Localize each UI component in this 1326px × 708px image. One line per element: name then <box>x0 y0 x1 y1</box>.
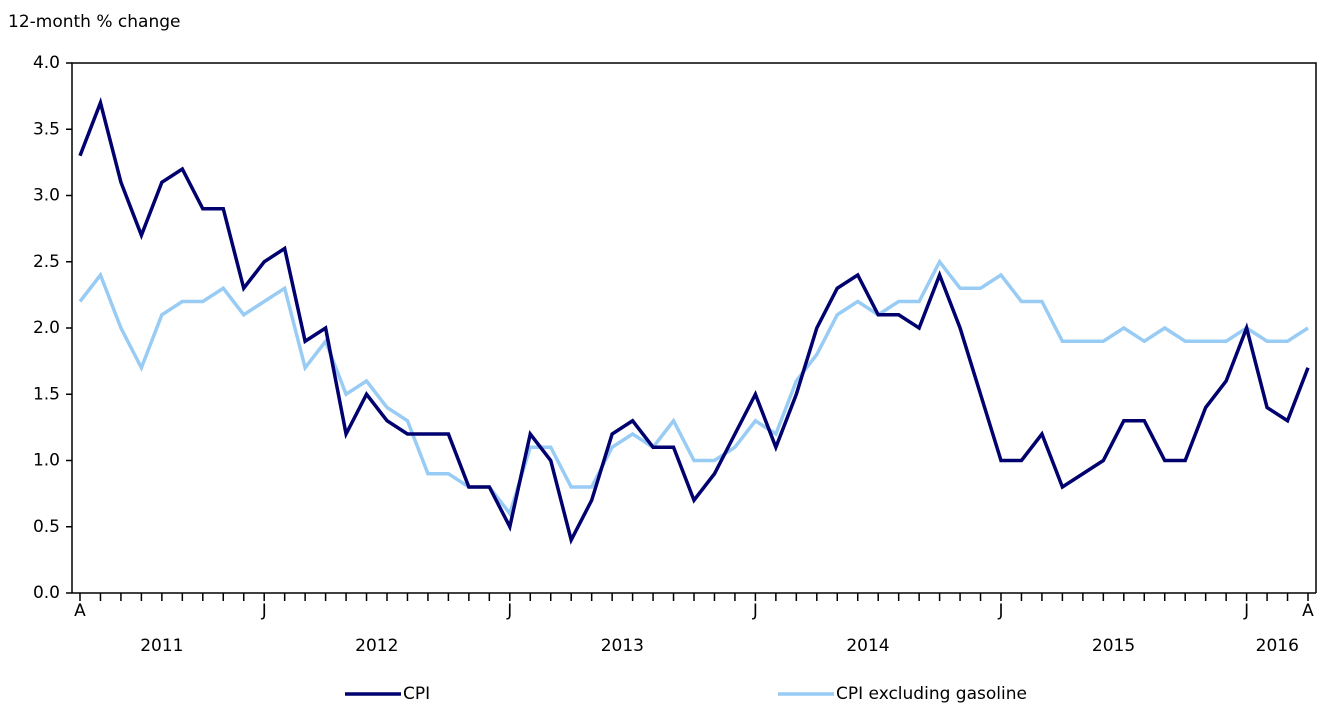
y-tick-label: 3.5 <box>33 119 60 139</box>
year-label: 2016 <box>1256 636 1299 656</box>
year-label: 2013 <box>601 636 644 656</box>
x-tick-label: A <box>1302 601 1314 621</box>
y-tick-label: 4.0 <box>33 53 60 73</box>
y-tick-label: 2.0 <box>33 318 60 338</box>
y-tick-label: 3.0 <box>33 186 60 206</box>
legend-label: CPI excluding gasoline <box>836 684 1027 704</box>
y-tick-label: 0.0 <box>33 583 60 603</box>
year-label: 2012 <box>355 636 398 656</box>
year-label: 2011 <box>140 636 183 656</box>
y-tick-label: 1.5 <box>33 384 60 404</box>
x-tick-label: J <box>997 601 1003 621</box>
y-tick-label: 0.5 <box>33 517 60 537</box>
plot-frame <box>71 62 1317 593</box>
x-tick-label: J <box>506 601 512 621</box>
x-tick-label: J <box>752 601 758 621</box>
year-label: 2014 <box>846 636 889 656</box>
y-tick-label: 1.0 <box>33 451 60 471</box>
y-axis-title: 12-month % change <box>8 12 180 32</box>
series-line <box>78 97 1310 545</box>
y-tick-label: 2.5 <box>33 252 60 272</box>
x-tick-label: J <box>261 601 267 621</box>
series-line <box>78 258 1309 518</box>
year-label: 2015 <box>1092 636 1135 656</box>
x-tick-label: J <box>1243 601 1249 621</box>
x-tick-label: A <box>74 601 86 621</box>
legend-label: CPI <box>403 684 430 704</box>
